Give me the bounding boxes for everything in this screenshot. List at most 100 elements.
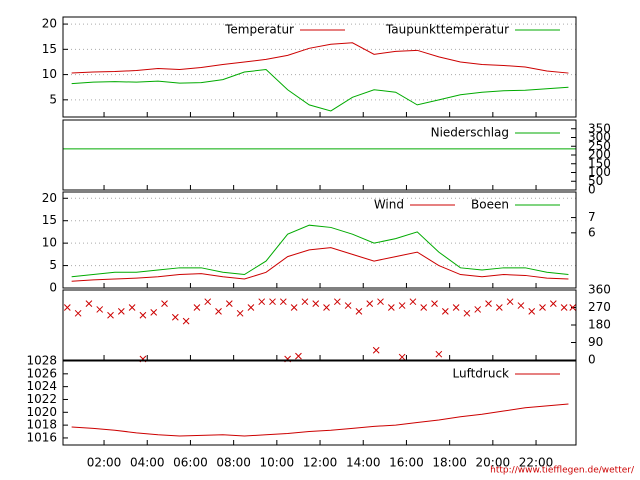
- direction-point: [269, 298, 276, 306]
- y-tick-label: 1024: [26, 379, 57, 393]
- direction-point: [107, 311, 114, 319]
- direction-point: [549, 300, 557, 307]
- direction-point: [506, 298, 514, 306]
- direction-point: [204, 298, 212, 306]
- direction-point: [117, 308, 125, 315]
- y-tick-label: 1020: [26, 405, 57, 419]
- y2-tick-label: 180: [588, 318, 611, 332]
- y2-tick-label: 0: [588, 353, 596, 367]
- direction-point: [171, 313, 179, 321]
- direction-point: [258, 298, 266, 306]
- direction-point: [323, 304, 330, 311]
- direction-point: [377, 298, 384, 306]
- legend-label: Wind: [374, 198, 404, 212]
- direction-point: [290, 304, 298, 311]
- direction-point: [409, 298, 417, 306]
- y2-tick-label: 90: [588, 335, 603, 349]
- legend-label: Taupunkttemperatur: [385, 23, 509, 37]
- direction-point: [85, 300, 93, 307]
- direction-point: [236, 309, 244, 317]
- y-tick-label: 5: [49, 258, 57, 272]
- panel-frame: [62, 119, 577, 191]
- direction-point: [193, 304, 201, 311]
- y-tick-label: 15: [42, 213, 57, 227]
- direction-point: [139, 311, 147, 319]
- y-tick-label: 1022: [26, 392, 57, 406]
- y-tick-label: 20: [42, 191, 57, 205]
- y2-tick-label: 360: [588, 283, 611, 297]
- direction-point: [560, 304, 568, 311]
- direction-point: [528, 308, 536, 315]
- legend-label: Luftdruck: [452, 367, 509, 381]
- y2-tick-label: 200: [588, 148, 611, 162]
- direction-point: [452, 304, 460, 311]
- direction-point: [182, 317, 190, 325]
- x-tick-label: 04:00: [130, 456, 165, 470]
- panel-frame: [62, 289, 577, 361]
- direction-point: [441, 308, 449, 315]
- direction-point: [301, 298, 309, 306]
- y-tick-label: 20: [42, 17, 57, 31]
- panel-frame: [62, 191, 577, 289]
- x-tick-label: 20:00: [476, 456, 511, 470]
- x-tick-label: 08:00: [216, 456, 251, 470]
- direction-point: [344, 302, 352, 309]
- y-tick-label: 1028: [26, 354, 57, 368]
- y-tick-label: 15: [42, 42, 57, 56]
- direction-point: [398, 353, 406, 361]
- direction-point: [431, 300, 438, 307]
- direction-point: [387, 304, 395, 311]
- data-line: [71, 224, 569, 278]
- direction-point: [279, 298, 287, 306]
- y-tick-label: 0: [49, 281, 57, 295]
- direction-point: [372, 346, 380, 354]
- direction-point: [355, 308, 363, 315]
- y-tick-label: 1016: [26, 430, 57, 444]
- direction-point: [128, 304, 136, 311]
- x-tick-label: 18:00: [432, 456, 467, 470]
- data-line: [71, 69, 569, 112]
- y2-tick-label: 300: [588, 130, 611, 144]
- direction-point: [420, 304, 428, 311]
- direction-point: [474, 306, 482, 313]
- data-line: [71, 403, 569, 437]
- x-tick-label: 14:00: [346, 456, 381, 470]
- y2-tick-label: 350: [588, 121, 611, 135]
- direction-point: [161, 300, 168, 307]
- x-tick-label: 06:00: [173, 456, 208, 470]
- direction-point: [247, 304, 255, 311]
- y-tick-label: 1026: [26, 366, 57, 380]
- direction-point: [398, 302, 406, 309]
- direction-point: [495, 304, 503, 311]
- data-line: [71, 42, 569, 74]
- bft-tick-label: 6: [588, 225, 596, 239]
- x-tick-label: 02:00: [87, 456, 122, 470]
- x-tick-label: 12:00: [303, 456, 338, 470]
- direction-point: [463, 309, 471, 317]
- direction-point: [539, 304, 546, 311]
- direction-point: [485, 300, 492, 307]
- y-tick-label: 10: [42, 67, 57, 81]
- direction-point: [96, 306, 104, 313]
- direction-point: [333, 298, 341, 306]
- direction-point: [225, 300, 233, 307]
- bft-tick-label: 7: [588, 210, 596, 224]
- y-tick-label: 5: [49, 92, 57, 106]
- direction-point: [366, 300, 374, 307]
- y-tick-label: 10: [42, 236, 57, 250]
- y2-tick-label: 250: [588, 139, 611, 153]
- y2-tick-label: 50: [588, 174, 603, 188]
- direction-point: [150, 309, 158, 316]
- data-line: [71, 247, 569, 282]
- y2-tick-label: 270: [588, 300, 611, 314]
- y2-tick-label: 100: [588, 165, 611, 179]
- x-tick-label: 22:00: [519, 456, 554, 470]
- legend-label: Boeen: [471, 198, 509, 212]
- x-tick-label: 16:00: [389, 456, 424, 470]
- y2-tick-label: 150: [588, 156, 611, 170]
- y2-tick-label: 0: [588, 183, 596, 197]
- direction-point: [435, 350, 443, 358]
- direction-point: [74, 309, 82, 317]
- direction-point: [295, 352, 302, 360]
